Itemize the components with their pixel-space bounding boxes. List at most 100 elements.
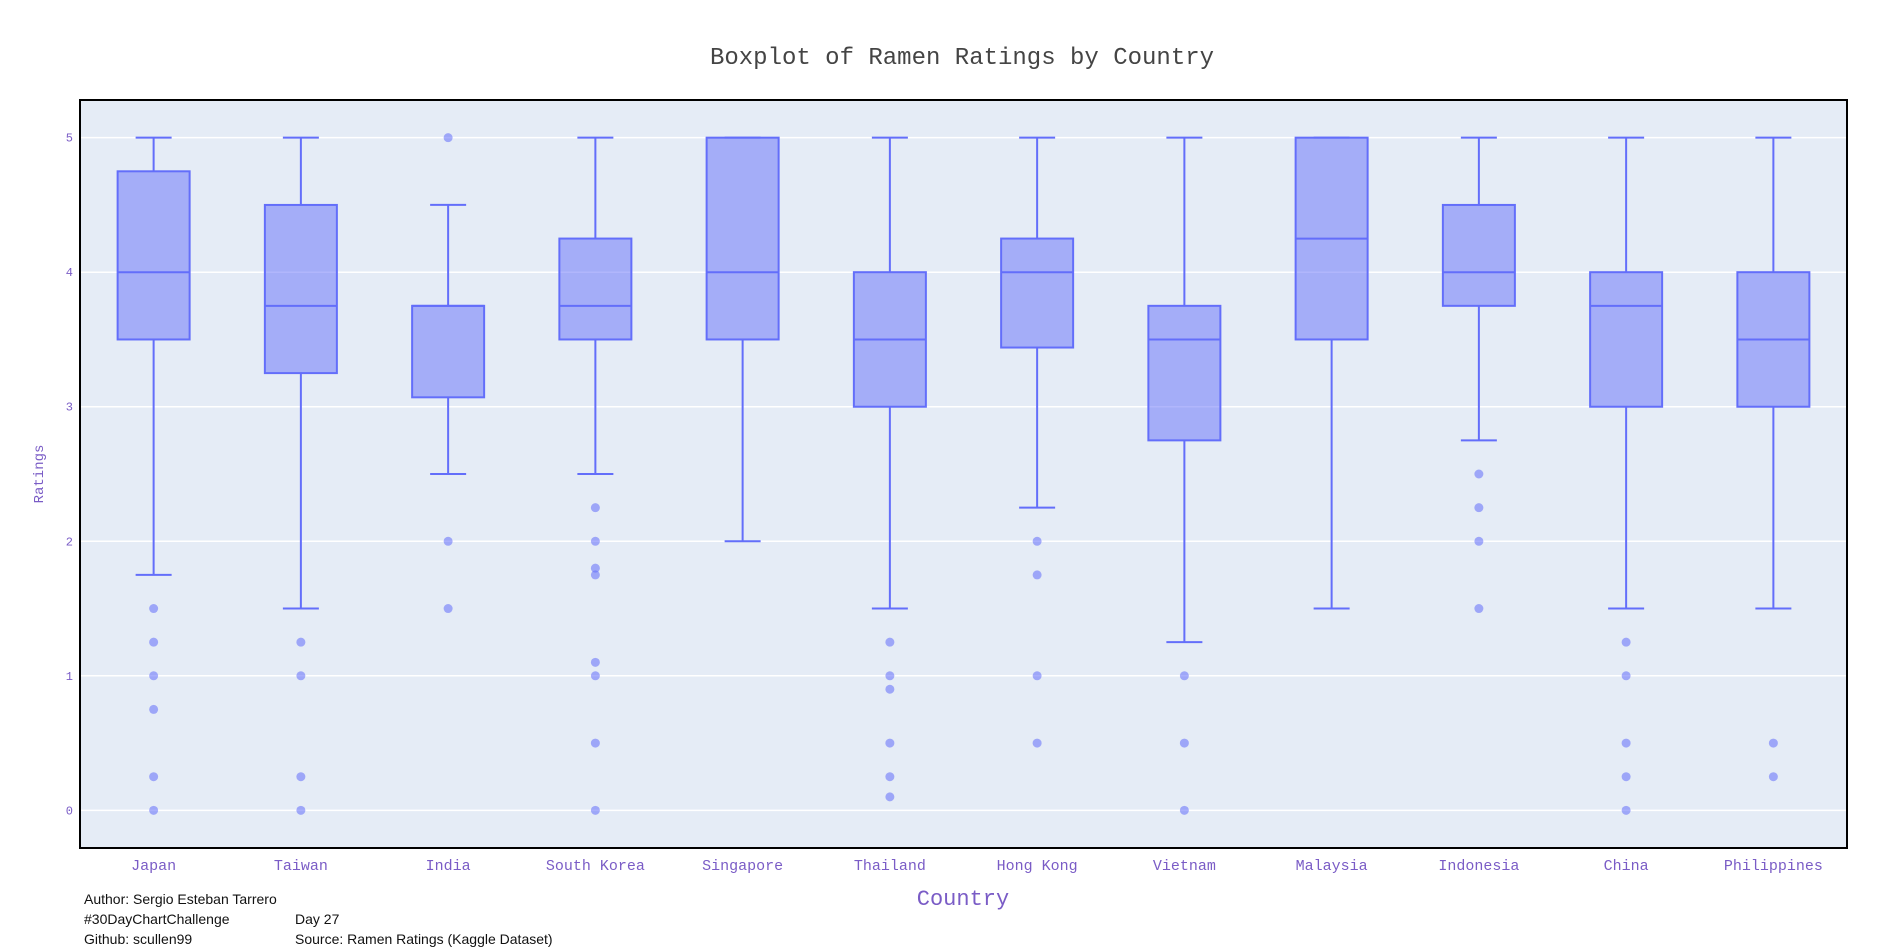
outlier-point [1621,671,1631,681]
iqr-box [1589,271,1664,408]
outlier-point [1621,772,1631,782]
outlier-point [149,704,159,714]
box-trace-vietnam [1147,136,1222,815]
box-trace-china [1589,136,1664,815]
box-trace-singapore [705,136,780,543]
outlier-point [1621,637,1631,647]
y-tick-label-0: 0 [66,804,73,818]
box-trace-philippines [1736,136,1811,782]
author-credit: Author: Sergio Esteban Tarrero [84,891,277,907]
x-tick-label-india: India [426,858,471,875]
iqr-box [1441,203,1516,307]
outlier-point [590,671,600,681]
y-tick-label-2: 2 [66,535,73,549]
outlier-point [1768,772,1778,782]
day-credit: Day 27 [295,911,340,927]
outlier-point [443,604,453,614]
outlier-point [1621,738,1631,748]
outlier-point [296,772,306,782]
outlier-point [885,671,895,681]
outlier-point [590,503,600,513]
outlier-point [1474,604,1484,614]
outlier-point [149,805,159,815]
iqr-box [1000,237,1075,349]
x-tick-label-malaysia: Malaysia [1296,858,1368,875]
box-trace-malaysia [1294,136,1369,610]
y-axis-title: Ratings [32,445,48,504]
x-tick-label-taiwan: Taiwan [274,858,328,875]
iqr-box [1147,304,1222,442]
y-tick-label-5: 5 [66,132,73,146]
github-credit: Github: scullen99 [84,931,193,947]
outlier-point [296,671,306,681]
x-axis-title: Country [917,887,1009,912]
box-trace-hong-kong [1000,136,1075,748]
outlier-point [1474,469,1484,479]
iqr-box [411,304,486,399]
x-tick-label-japan: Japan [131,858,176,875]
outlier-point [885,738,895,748]
x-tick-labels: Japan Taiwan India South Korea Singapore Thai… [131,858,1823,875]
outlier-point [1768,738,1778,748]
chart-title: Boxplot of Ramen Ratings by Country [710,45,1214,72]
outlier-point [590,563,600,573]
source-credit: Source: Ramen Ratings (Kaggle Dataset) [295,931,553,947]
plot-border [79,99,1848,849]
outlier-point [443,536,453,546]
outlier-point [1179,738,1189,748]
box-trace-japan [116,136,191,815]
y-tick-label-1: 1 [66,670,73,684]
gridlines [80,136,1847,812]
x-tick-label-thailand: Thailand [854,858,926,875]
outlier-point [1032,536,1042,546]
box-trace-india [411,133,486,614]
box-trace-thailand [852,136,927,802]
outlier-point [149,772,159,782]
outlier-point [590,536,600,546]
x-tick-label-indonesia: Indonesia [1438,858,1519,875]
outlier-point [590,738,600,748]
outlier-point [1179,671,1189,681]
outlier-point [590,657,600,667]
outlier-point [885,684,895,694]
x-tick-label-vietnam: Vietnam [1153,858,1216,875]
outlier-point [296,805,306,815]
box-trace-taiwan [263,136,338,815]
y-tick-label-4: 4 [66,266,73,280]
outlier-point [296,637,306,647]
outlier-point [149,637,159,647]
iqr-box [705,136,780,341]
outlier-point [1032,738,1042,748]
outlier-point [885,637,895,647]
x-tick-label-hong-kong: Hong Kong [997,858,1078,875]
x-tick-label-philippines: Philippines [1724,858,1823,875]
outlier-point [885,772,895,782]
outlier-point [1474,536,1484,546]
outlier-point [590,570,600,580]
box-traces [116,133,1811,815]
outlier-point [1032,671,1042,681]
box-trace-indonesia [1441,136,1516,614]
x-tick-label-singapore: Singapore [702,858,783,875]
box-trace-south-korea [558,136,633,815]
x-tick-label-south-korea: South Korea [546,858,645,875]
credits-annotation: Author: Sergio Esteban Tarrero #30DayCha… [84,889,553,949]
x-tick-label-china: China [1604,858,1649,875]
y-tick-labels: 0 1 2 3 4 5 [66,132,73,819]
iqr-box [558,237,633,341]
iqr-box [116,170,191,341]
outlier-point [149,671,159,681]
iqr-box [263,203,338,375]
outlier-point [1179,805,1189,815]
outlier-point [1474,503,1484,513]
outlier-point [885,792,895,802]
outlier-point [149,604,159,614]
plot-area [80,100,1847,848]
y-tick-label-3: 3 [66,401,73,415]
outlier-point [443,133,453,143]
outlier-point [1621,805,1631,815]
outlier-point [590,805,600,815]
outlier-point [1032,570,1042,580]
challenge-credit: #30DayChartChallenge [84,911,230,927]
